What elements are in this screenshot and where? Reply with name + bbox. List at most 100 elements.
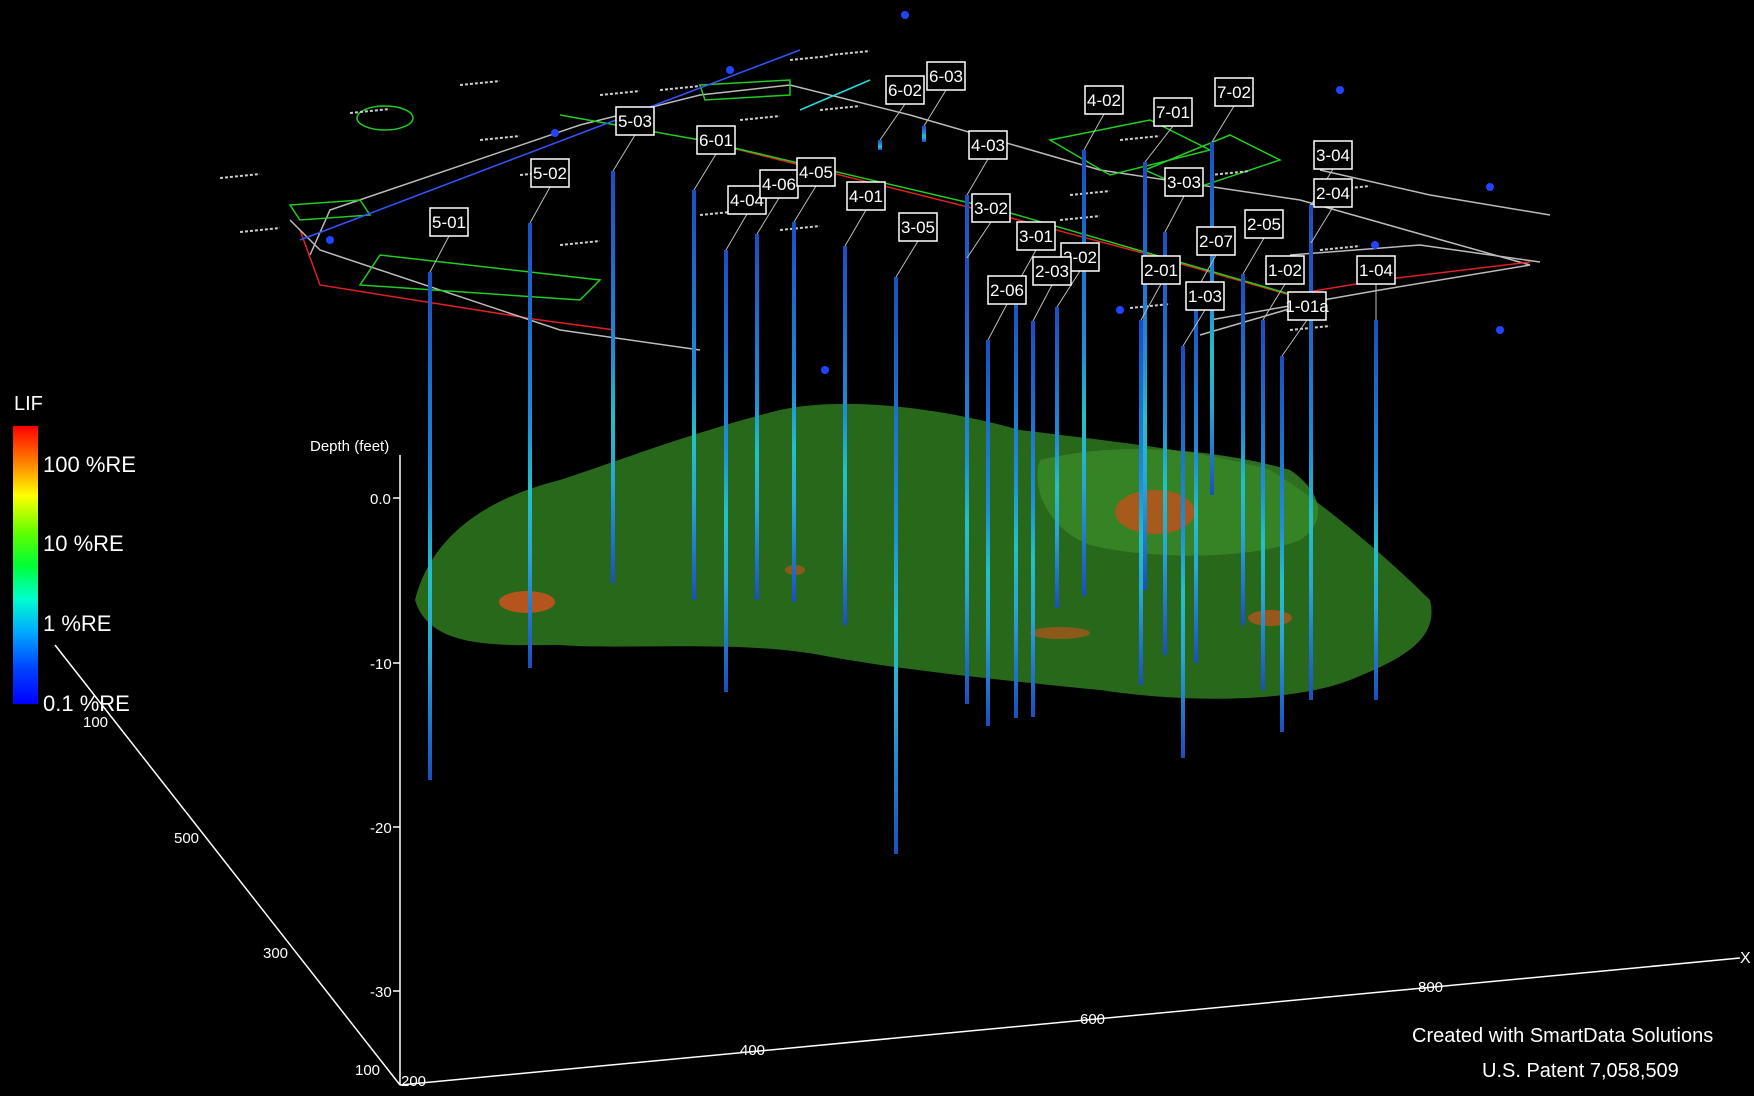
boring-well <box>611 171 615 583</box>
boring-leader-line <box>1242 237 1265 275</box>
boring-leader-line <box>1144 125 1174 163</box>
boring-well <box>1143 162 1147 590</box>
site-annotation-mark <box>819 105 861 111</box>
boring-label-box <box>1141 255 1181 285</box>
monitoring-point <box>726 66 734 74</box>
boring-label-4-03[interactable]: 4-03 <box>968 130 1008 160</box>
depth-tick: -30 <box>370 984 392 1001</box>
boring-leader-line <box>529 186 551 224</box>
legend-colorbar <box>13 426 38 704</box>
boring-leader-line <box>987 303 1008 341</box>
boring-leader-line <box>895 240 919 278</box>
monitoring-point <box>821 366 829 374</box>
boring-label-4-01[interactable]: 4-01 <box>846 181 886 211</box>
boring-label-box <box>926 61 966 91</box>
blue-line <box>299 49 801 241</box>
boring-label-2-01[interactable]: 2-01 <box>1141 255 1181 285</box>
boring-label-box <box>1265 255 1305 285</box>
boring-well <box>724 250 728 692</box>
site-annotation-mark <box>739 115 781 121</box>
monitoring-point <box>901 11 909 19</box>
boring-label-3-04[interactable]: 3-04 <box>1313 140 1353 170</box>
boring-well <box>1181 346 1185 758</box>
boring-label-2-07[interactable]: 2-07 <box>1196 226 1236 256</box>
boring-label-text: 3-04 <box>1316 146 1350 165</box>
boring-label-5-03[interactable]: 5-03 <box>615 106 655 136</box>
building-outline-1 <box>358 254 602 301</box>
boring-label-box <box>429 207 469 237</box>
boring-label-1-03[interactable]: 1-03 <box>1185 281 1225 311</box>
boring-label-box <box>530 158 570 188</box>
boring-well <box>986 340 990 726</box>
boring-label-text: 6-03 <box>929 67 963 86</box>
site-annotation-mark <box>779 225 821 231</box>
y-tick: 500 <box>174 830 199 847</box>
boring-label-text: 4-06 <box>762 175 796 194</box>
boring-label-text: 2-05 <box>1247 215 1281 234</box>
boring-label-text: 7-01 <box>1156 103 1190 122</box>
boring-label-3-02[interactable]: 3-02 <box>971 193 1011 223</box>
boring-well <box>1163 232 1167 655</box>
boring-label-1-04[interactable]: 1-04 <box>1356 255 1396 285</box>
site-annotation-mark <box>1209 170 1251 176</box>
building-outline-4 <box>288 199 372 221</box>
boring-well <box>1014 286 1018 718</box>
boring-label-box <box>696 125 736 155</box>
boring-label-text: 1-01a <box>1285 297 1329 316</box>
boring-label-3-05[interactable]: 3-05 <box>898 212 938 242</box>
boring-label-6-03[interactable]: 6-03 <box>926 61 966 91</box>
site-annotation-mark <box>699 210 741 216</box>
boring-label-6-01[interactable]: 6-01 <box>696 125 736 155</box>
boring-label-2-04[interactable]: 2-04 <box>1313 178 1353 208</box>
boring-well <box>428 272 432 780</box>
boring-label-box <box>1313 178 1353 208</box>
boring-label-2-06[interactable]: 2-06 <box>987 275 1027 305</box>
boring-label-6-02[interactable]: 6-02 <box>885 75 925 105</box>
boring-well <box>1261 320 1265 690</box>
legend-label: 1 %RE <box>43 611 112 636</box>
boring-label-5-02[interactable]: 5-02 <box>530 158 570 188</box>
depth-tick: -20 <box>370 820 392 837</box>
x-axis-label: X <box>1740 950 1751 967</box>
y-tick: 300 <box>263 945 288 962</box>
hotspot-4 <box>1030 627 1090 639</box>
boring-label-3-01[interactable]: 3-01 <box>1016 221 1056 251</box>
boring-label-2-05[interactable]: 2-05 <box>1244 209 1284 239</box>
road-green <box>559 114 1311 301</box>
boring-label-text: 1-04 <box>1359 261 1393 280</box>
boring-label-4-06[interactable]: 4-06 <box>759 169 799 199</box>
boring-well <box>1082 150 1086 596</box>
boring-leader-line <box>1310 206 1334 244</box>
boring-label-text: 4-05 <box>799 163 833 182</box>
site-annotation-mark <box>1069 190 1111 196</box>
boring-label-3-03[interactable]: 3-03 <box>1164 167 1204 197</box>
boring-label-5-01[interactable]: 5-01 <box>429 207 469 237</box>
boring-label-box <box>1084 85 1124 115</box>
boring-well <box>528 223 532 668</box>
monitoring-point <box>1116 306 1124 314</box>
boring-label-2-03[interactable]: 2-03 <box>1032 256 1072 286</box>
boring-label-text: 5-03 <box>618 112 652 131</box>
boring-label-text: 2-04 <box>1316 184 1350 203</box>
y-tick: 100 <box>83 714 108 731</box>
depth-axis-title: Depth (feet) <box>310 438 389 455</box>
boring-leader-line <box>1056 270 1081 308</box>
boring-label-7-02[interactable]: 7-02 <box>1214 77 1254 107</box>
site-annotation-mark <box>789 55 831 61</box>
boring-label-box <box>987 275 1027 305</box>
boring-label-text: 4-02 <box>1087 91 1121 110</box>
boring-label-7-01[interactable]: 7-01 <box>1153 97 1193 127</box>
hotspot-3 <box>1248 610 1292 626</box>
boring-label-1-02[interactable]: 1-02 <box>1265 255 1305 285</box>
boring-label-1-01a[interactable]: 1-01a <box>1285 291 1329 321</box>
boring-label-box <box>759 169 799 199</box>
boring-label-4-02[interactable]: 4-02 <box>1084 85 1124 115</box>
boring-label-box <box>971 193 1011 223</box>
cyan-line <box>799 79 871 111</box>
boring-label-box <box>846 181 886 211</box>
boring-leader-line <box>1032 284 1053 322</box>
boring-label-4-05[interactable]: 4-05 <box>796 157 836 187</box>
boring-label-box <box>1153 97 1193 127</box>
boring-label-text: 3-01 <box>1019 227 1053 246</box>
boring-label-box <box>885 75 925 105</box>
